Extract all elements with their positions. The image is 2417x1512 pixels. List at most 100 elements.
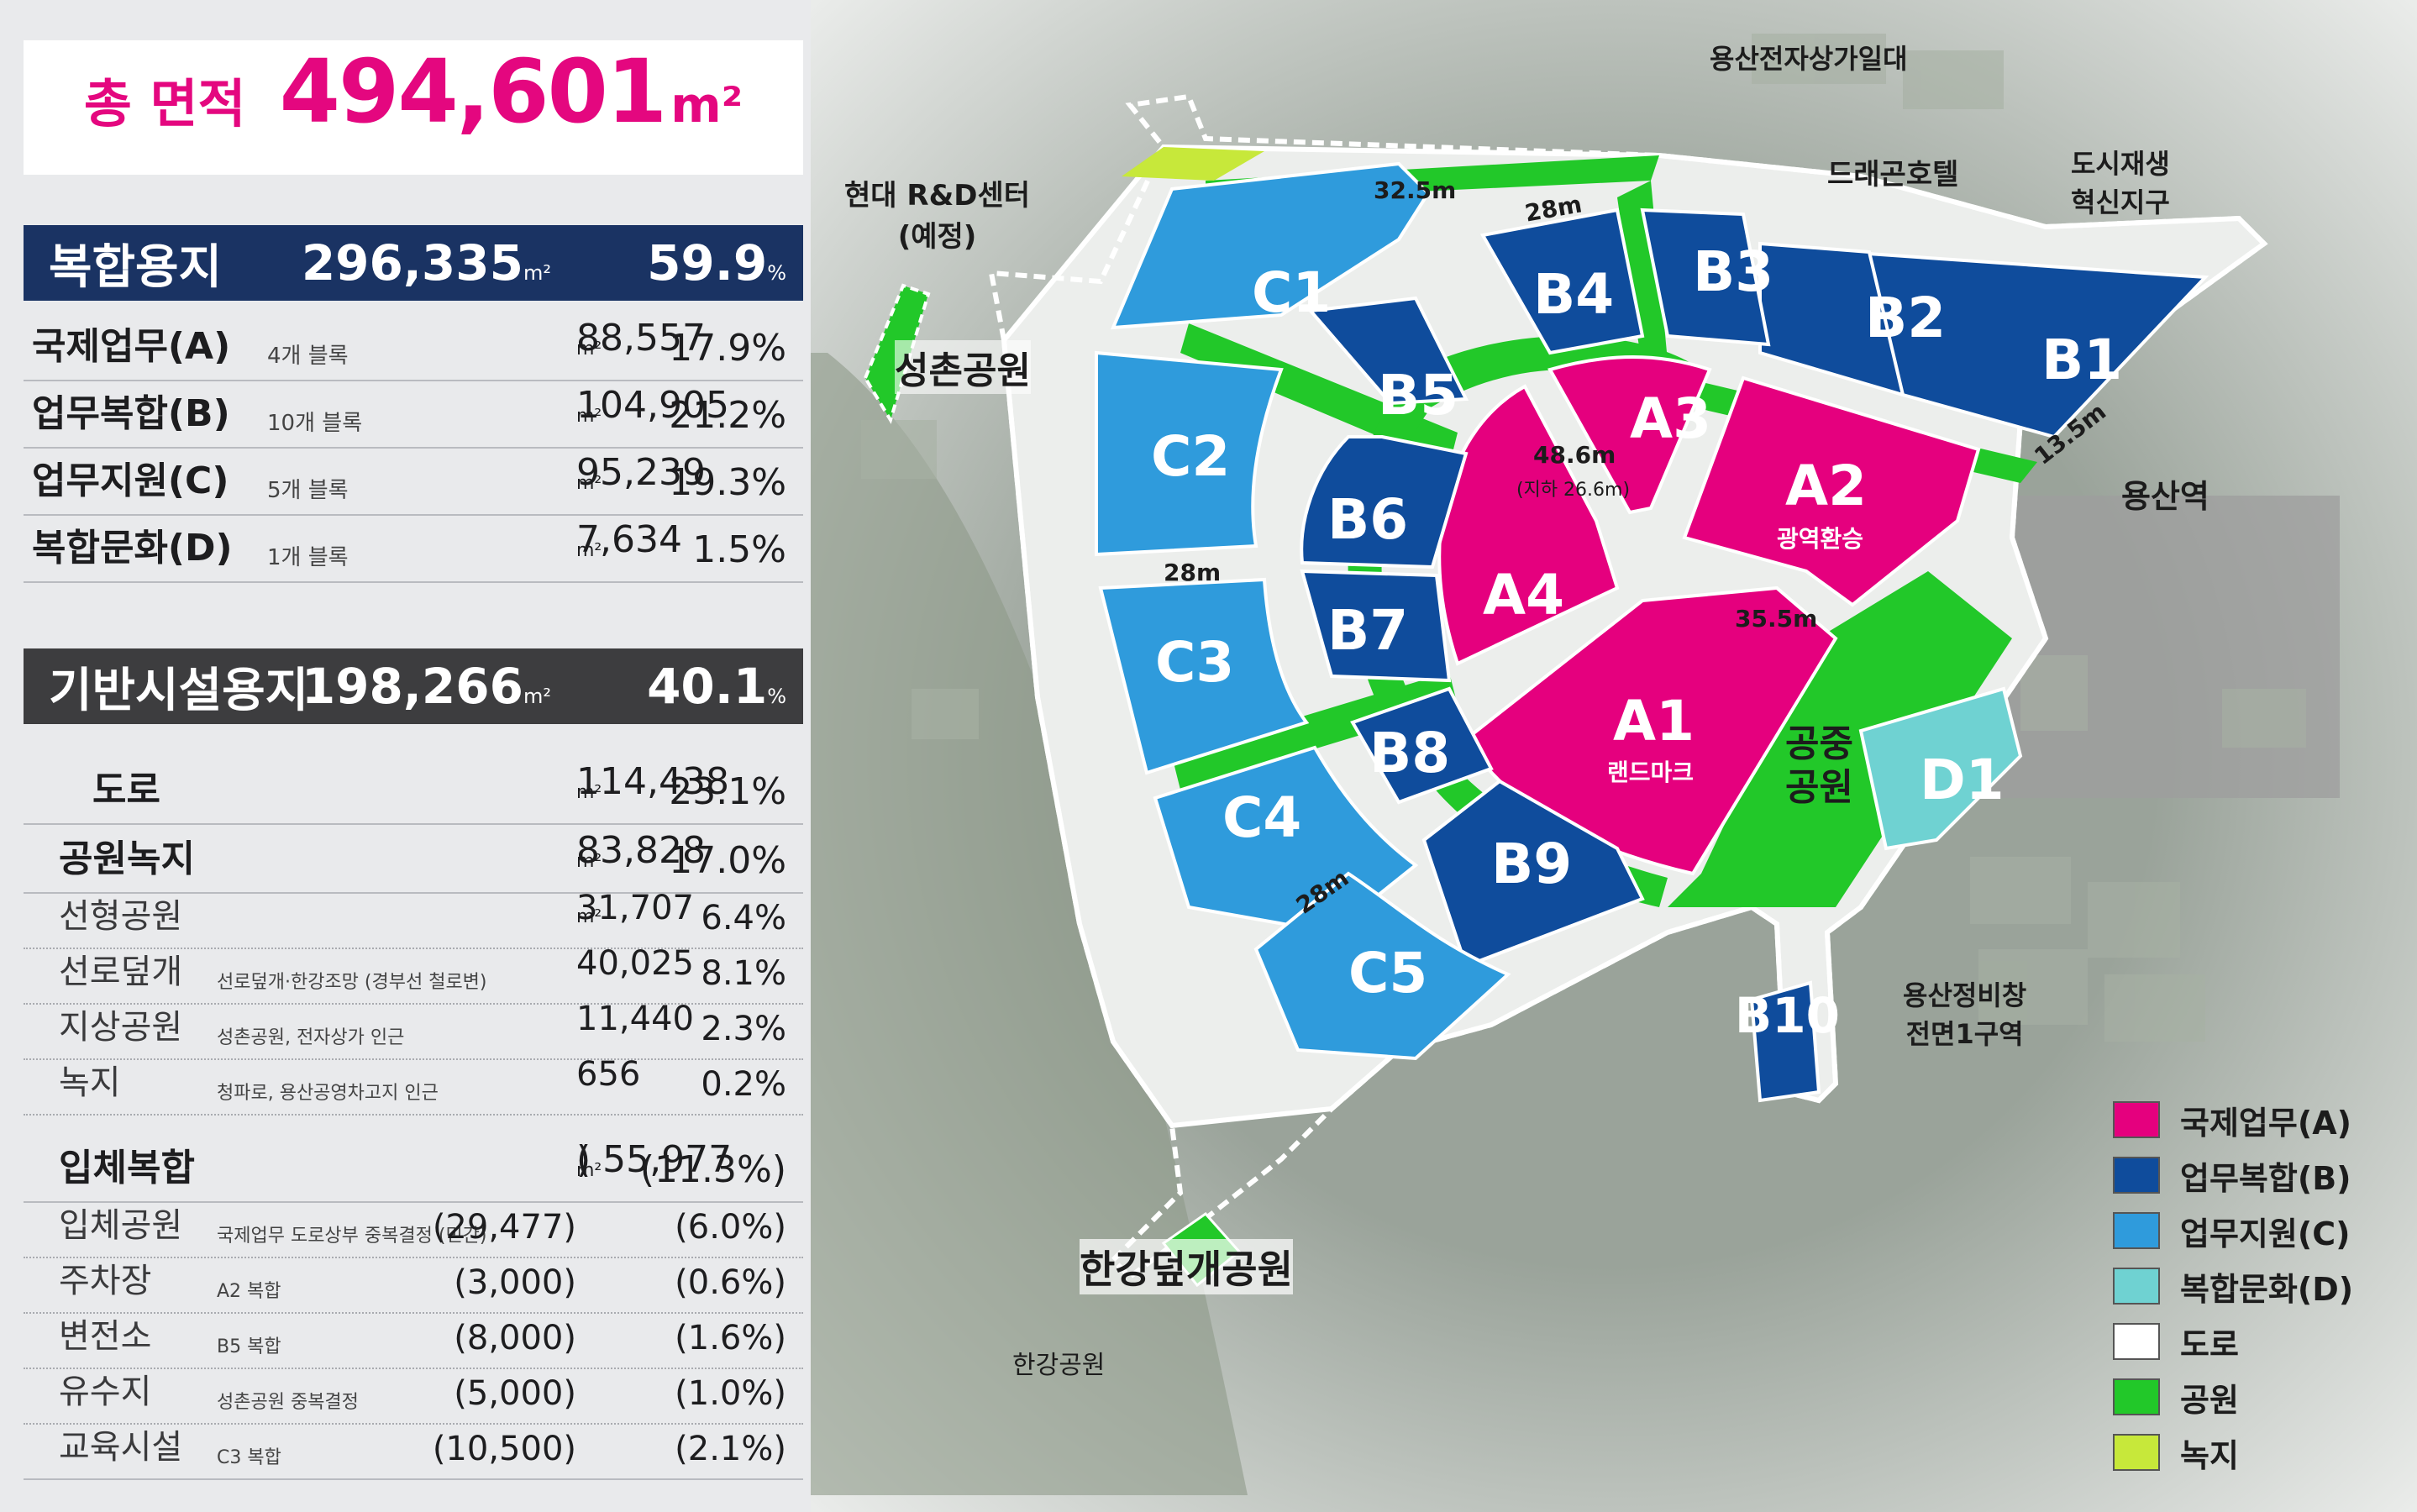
- road-width-35-5: 35.5m: [1735, 605, 1818, 633]
- mixed-use-row: 복합문화(D) 1개 블록 7,634 m² 1.5%: [24, 514, 803, 583]
- legend-item: 공원: [2113, 1369, 2353, 1425]
- row-area: (5,000): [454, 1374, 576, 1413]
- green-buffer: [1122, 147, 1264, 181]
- infrastructure-row: 도로 114,438 m² 23.1%: [24, 754, 803, 825]
- block-b3: B3: [1693, 239, 1774, 304]
- block-b6: B6: [1327, 487, 1409, 552]
- business-support-blocks: [1095, 161, 1511, 1061]
- row-note: C3 복합: [217, 1447, 281, 1468]
- row-note: 청파로, 용산공영차고지 인근: [217, 1083, 439, 1104]
- mixed-use-pct: 59.9%: [647, 234, 786, 291]
- label-hyundai-rd: 현대 R&D센터 (예정): [844, 179, 1031, 254]
- vertical-subrow: 주차장 A2 복합 (3,000) (0.6%): [24, 1257, 803, 1314]
- row-percent: (6.0%): [675, 1208, 786, 1247]
- label-yongsan-station: 용산역: [2121, 478, 2209, 515]
- legend-swatch: [2113, 1378, 2160, 1415]
- row-note: 성촌공원, 전자상가 인근: [217, 1027, 405, 1048]
- legend-item: 녹지: [2113, 1425, 2353, 1480]
- road-width-28-west: 28m: [1164, 559, 1222, 586]
- row-subcategory: 선로덮개: [59, 953, 183, 991]
- legend-item: 국제업무(A): [2113, 1092, 2353, 1147]
- block-c4: C4: [1222, 785, 1302, 850]
- mixed-use-row: 국제업무(A) 4개 블록 88,557 m² 17.9%: [24, 312, 803, 381]
- block-d1: D1: [1920, 748, 2005, 812]
- mixed-use-row: 업무지원(C) 5개 블록 95,239 m² 19.3%: [24, 447, 803, 516]
- mixed-use-area: 296,335m²: [301, 234, 551, 291]
- mixed-use-label: 복합용지: [49, 239, 223, 295]
- block-c2: C2: [1151, 424, 1231, 489]
- legend-label: 녹지: [2180, 1436, 2239, 1474]
- row-percent: 8.1%: [701, 954, 786, 993]
- legend-swatch: [2113, 1434, 2160, 1471]
- row-category: 공원녹지: [59, 837, 195, 880]
- park-subrow: 선로덮개 선로덮개·한강조망 (경부선 철로변) 40,025 8.1%: [24, 944, 803, 1005]
- block-b9: B9: [1491, 832, 1573, 896]
- label-dragon-hotel: 드래곤호텔: [1827, 158, 1959, 192]
- row-category: 업무복합(B): [32, 392, 230, 435]
- infrastructure-row: 공원녹지 83,828 m² 17.0%: [24, 823, 803, 894]
- map-canvas: [811, 0, 2417, 1512]
- row-block-count: 5개 블록: [267, 478, 349, 503]
- block-b1: B1: [2041, 328, 2123, 392]
- block-c1: C1: [1252, 260, 1332, 325]
- row-subcategory: 유수지: [59, 1373, 152, 1411]
- legend-label: 국제업무(A): [2180, 1104, 2351, 1142]
- row-area: (8,000): [454, 1319, 576, 1357]
- land-use-table: 총 면적 494,601 m² 복합용지 296,335m² 59.9% 국제업…: [0, 0, 811, 1512]
- label-maintenance-depot: 용산정비창 전면1구역: [1903, 979, 2027, 1050]
- row-category: 도로: [92, 769, 160, 811]
- legend-item: 복합문화(D): [2113, 1258, 2353, 1314]
- legend-label: 업무복합(B): [2180, 1159, 2351, 1197]
- mixed-use-header: 복합용지 296,335m² 59.9%: [24, 225, 803, 301]
- vertical-subrow: 입체공원 국제업무 도로상부 중복결정 (민간) (29,477) (6.0%): [24, 1201, 803, 1258]
- label-hangang-park: 한강공원: [1012, 1351, 1106, 1380]
- row-percent: (0.6%): [675, 1263, 786, 1302]
- label-urban-regeneration: 도시재생 혁신지구: [2071, 148, 2170, 218]
- row-percent: (11.3%): [639, 1148, 786, 1191]
- road-width-32-5: 32.5m: [1374, 176, 1457, 204]
- vertical-subrow: 교육시설 C3 복합 (10,500) (2.1%): [24, 1423, 803, 1480]
- row-percent: 0.2%: [701, 1065, 786, 1104]
- row-percent: 23.1%: [669, 770, 786, 813]
- label-public-park: 공중 공원: [1785, 722, 1853, 809]
- row-note: A2 복합: [217, 1281, 281, 1302]
- legend-swatch: [2113, 1323, 2160, 1360]
- block-b2: B2: [1865, 286, 1947, 350]
- vertical-subrow: 변전소 B5 복합 (8,000) (1.6%): [24, 1312, 803, 1369]
- row-note: B5 복합: [217, 1336, 281, 1357]
- total-area-box: 총 면적 494,601 m²: [24, 40, 803, 175]
- mixed-use-row: 업무복합(B) 10개 블록 104,905 m² 21.2%: [24, 380, 803, 449]
- row-area: (3,000): [454, 1263, 576, 1302]
- row-percent: 17.9%: [669, 327, 786, 370]
- row-percent: (1.0%): [675, 1374, 786, 1413]
- block-b5: B5: [1378, 363, 1459, 428]
- block-a2: A2: [1785, 454, 1868, 518]
- infrastructure-label: 기반시설용지: [49, 663, 309, 718]
- row-note: 국제업무 도로상부 중복결정 (민간): [217, 1226, 487, 1247]
- row-category: 복합문화(D): [32, 527, 233, 570]
- row-category: 국제업무(A): [32, 325, 231, 368]
- cultural-block: [1858, 686, 2023, 851]
- row-percent: 1.5%: [692, 528, 786, 571]
- legend-label: 업무지원(C): [2180, 1215, 2351, 1252]
- total-label: 총 면적: [83, 73, 246, 134]
- total-value: 494,601: [279, 40, 668, 143]
- legend-label: 복합문화(D): [2180, 1270, 2354, 1308]
- row-subcategory: 교육시설: [59, 1428, 183, 1467]
- vertical-subrow: 유수지 성촌공원 중복결정 (5,000) (1.0%): [24, 1368, 803, 1425]
- row-percent: 19.3%: [669, 461, 786, 504]
- legend-item: 도로: [2113, 1314, 2353, 1369]
- row-area: (10,500): [432, 1430, 576, 1468]
- row-percent: 21.2%: [669, 394, 786, 437]
- row-percent: (2.1%): [675, 1430, 786, 1468]
- park-subrow: 선형공원 31,707 m² 6.4%: [24, 889, 803, 949]
- row-percent: (1.6%): [675, 1319, 786, 1357]
- row-subcategory: 녹지: [59, 1063, 121, 1102]
- block-a1-subtitle: 랜드마크: [1607, 759, 1695, 786]
- total-unit: m²: [670, 76, 743, 134]
- road-width-48-6: 48.6m: [1533, 441, 1616, 469]
- block-a1: A1: [1613, 689, 1695, 753]
- block-a4: A4: [1483, 563, 1565, 627]
- label-seongchon-park: 성촌공원: [895, 340, 1031, 394]
